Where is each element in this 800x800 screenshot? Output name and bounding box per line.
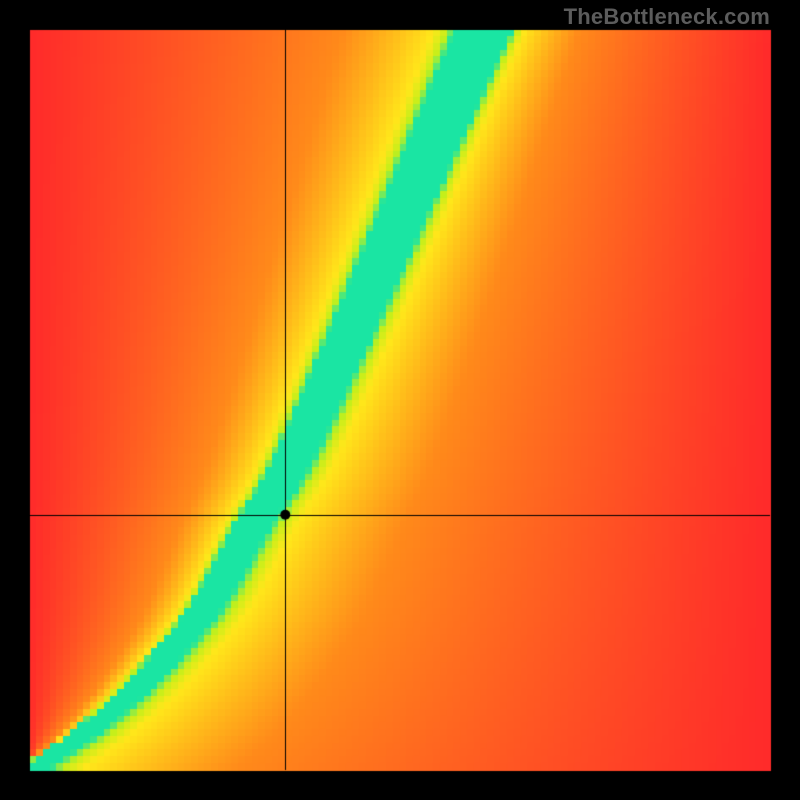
heatmap-canvas [0,0,800,800]
watermark-text: TheBottleneck.com [564,4,770,30]
chart-container: TheBottleneck.com [0,0,800,800]
